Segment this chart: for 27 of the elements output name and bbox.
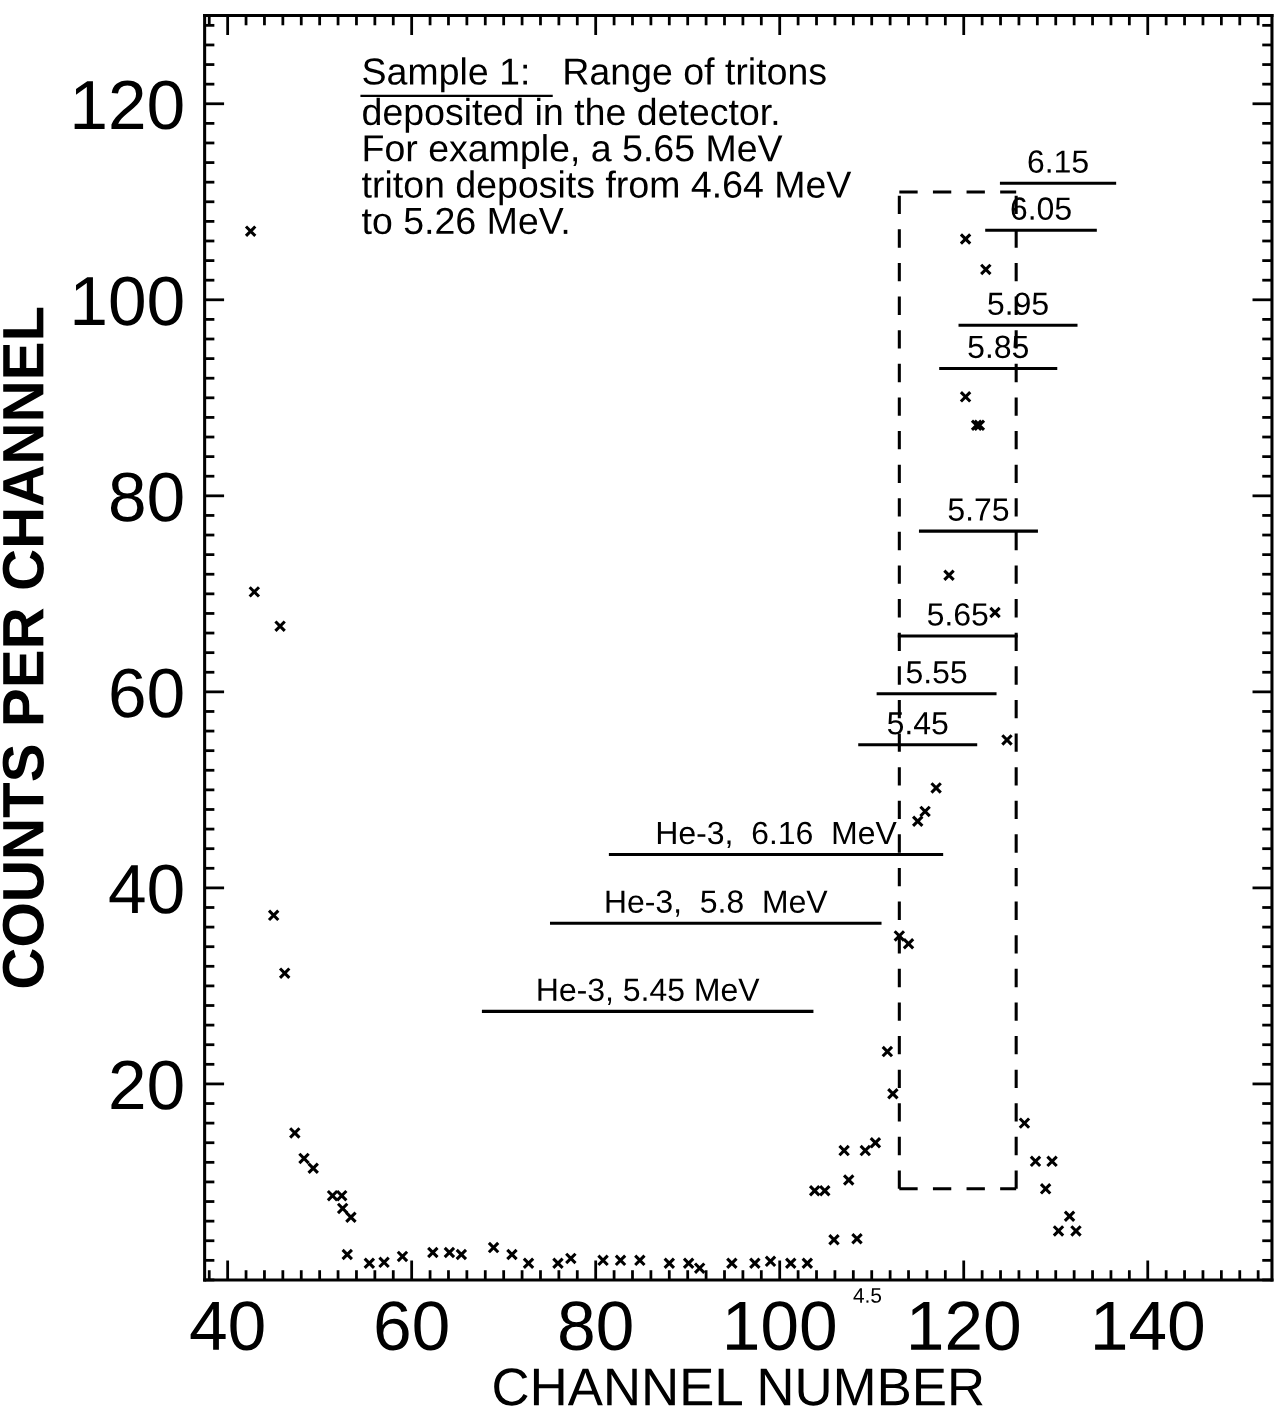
series-label: 5.45 [887,712,948,735]
annotation: Range of tritons [565,57,826,93]
series-label: 5.85 [968,335,1028,359]
x-tick-label: 120 [911,1301,1019,1351]
x-tick-label: 80 [560,1301,632,1351]
x-tick-label: 40 [190,1301,264,1351]
x-tick-label: 100 [727,1301,835,1351]
x-tick-label: 60 [376,1301,448,1351]
annotation: Sample 1: [363,57,527,93]
y-tick-label: 20 [111,1060,183,1110]
series-label: He-3, 6.16 MeV [657,821,897,849]
series-label: 6.15 [1028,150,1088,173]
x-tick-label: 140 [1095,1301,1203,1351]
series-label: 5.65 [927,603,988,626]
y-tick-label: 60 [111,668,183,718]
y-tick-label: 100 [74,276,183,326]
series-label: 5.55 [906,661,967,684]
x-axis-title: CHANNEL NUMBER [494,1368,983,1406]
text: 4.5 [853,1288,882,1303]
y-axis-title: COUNTS PER CHANNEL [2,307,44,988]
series-label: He-3, 5.8 MeV [606,890,828,917]
annotation: deposited in the detector. For example, a 5.65 MeV triton deposits from 4.64 MeV to 5.26 MeV. [362,97,852,235]
y-tick-label: 80 [110,472,183,522]
y-tick-label: 40 [109,864,183,914]
y-tick-label: 120 [74,80,183,130]
series-label: 5.75 [948,498,1009,521]
series-label: He-3, 5.45 MeV [538,978,760,1005]
